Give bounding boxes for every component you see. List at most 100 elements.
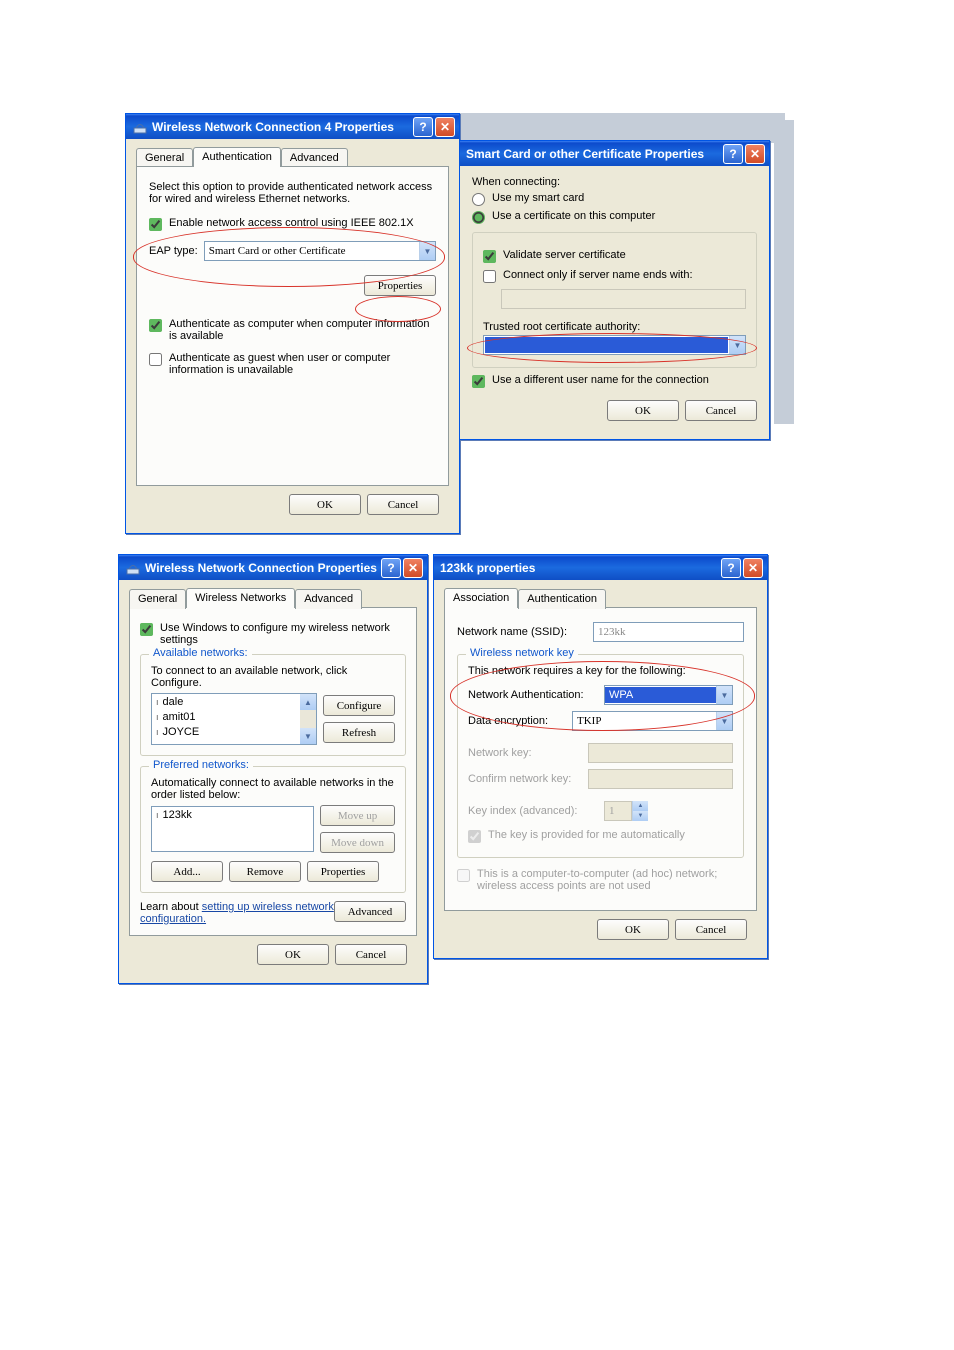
chk-auth-guest-box[interactable] [149, 353, 162, 366]
help-button[interactable]: ? [723, 144, 743, 164]
dialog-wireless-properties: Wireless Network Connection Properties ?… [118, 554, 428, 984]
cancel-button[interactable]: Cancel [335, 944, 407, 965]
list-item[interactable]: ı JOYCE [152, 724, 316, 739]
antenna-icon: ı [156, 810, 159, 820]
trusted-root-label: Trusted root certificate authority: [483, 321, 746, 333]
tab-authentication[interactable]: Authentication [518, 589, 606, 609]
chk-enable-label: Enable network access control using IEEE… [169, 217, 414, 229]
tabstrip: General Authentication Advanced [136, 147, 449, 167]
refresh-button[interactable]: Refresh [323, 722, 395, 743]
tab-advanced[interactable]: Advanced [281, 148, 348, 168]
list-item-label: dale [163, 696, 184, 708]
cancel-button[interactable]: Cancel [675, 919, 747, 940]
dialog-smartcard-cert: Smart Card or other Certificate Properti… [459, 140, 770, 440]
available-networks-list[interactable]: ıdale ıamit01 ı JOYCE ▲ ▼ [151, 693, 317, 745]
chk-auth-computer-box[interactable] [149, 319, 162, 332]
encryption-combo[interactable]: ▼ [572, 711, 733, 731]
chk-adhoc-box [457, 869, 470, 882]
screenshot-canvas: Wireless Network Connection 4 Properties… [0, 0, 954, 1350]
tab-wireless-networks[interactable]: Wireless Networks [186, 588, 295, 608]
ssid-input[interactable] [593, 622, 744, 642]
preferred-hint: Automatically connect to available netwo… [151, 777, 395, 801]
eap-type-value[interactable] [205, 245, 419, 257]
help-button[interactable]: ? [721, 558, 741, 578]
remove-button[interactable]: Remove [229, 861, 301, 882]
close-button[interactable]: ✕ [745, 144, 765, 164]
auth-combo[interactable]: WPA ▼ [604, 685, 733, 705]
antenna-icon: ı [156, 727, 159, 737]
ok-button[interactable]: OK [607, 400, 679, 421]
titlebar: 123kk properties ? ✕ [434, 555, 767, 580]
properties-button[interactable]: Properties [364, 275, 436, 296]
chk-use-windows-label: Use Windows to configure my wireless net… [160, 622, 406, 646]
chk-connect-only[interactable]: Connect only if server name ends with: [483, 269, 746, 283]
close-button[interactable]: ✕ [435, 117, 455, 137]
title-text: 123kk properties [440, 561, 535, 575]
list-item[interactable]: ıamit01 [152, 709, 316, 724]
help-button[interactable]: ? [413, 117, 433, 137]
ok-button[interactable]: OK [257, 944, 329, 965]
advanced-button[interactable]: Advanced [334, 901, 406, 922]
tab-association[interactable]: Association [444, 588, 518, 608]
trusted-root-combo[interactable]: ▼ [483, 335, 746, 355]
chk-validate-cert[interactable]: Validate server certificate [483, 249, 746, 263]
radio-smartcard-input[interactable] [472, 193, 485, 206]
ok-button[interactable]: OK [289, 494, 361, 515]
chk-auth-computer[interactable]: Authenticate as computer when computer i… [149, 318, 436, 342]
server-name-input [501, 289, 746, 309]
spinner-up-icon: ▲ [632, 801, 648, 811]
ok-button[interactable]: OK [597, 919, 669, 940]
chevron-down-icon[interactable]: ▼ [419, 242, 435, 260]
chk-different-user[interactable]: Use a different user name for the connec… [472, 374, 757, 388]
dialog-auth-properties: Wireless Network Connection 4 Properties… [125, 113, 460, 534]
tab-general[interactable]: General [136, 148, 193, 168]
encryption-value[interactable] [573, 715, 716, 727]
eap-type-combo[interactable]: ▼ [204, 241, 436, 261]
chk-different-user-box[interactable] [472, 375, 485, 388]
cancel-button[interactable]: Cancel [685, 400, 757, 421]
tab-panel: Select this option to provide authentica… [136, 166, 449, 486]
wireless-key-title: Wireless network key [466, 647, 578, 659]
tab-general[interactable]: General [129, 589, 186, 609]
chk-auth-guest[interactable]: Authenticate as guest when user or compu… [149, 352, 436, 376]
list-item[interactable]: ı123kk [152, 807, 313, 822]
scrollbar[interactable]: ▲ ▼ [300, 694, 316, 744]
chk-use-windows[interactable]: Use Windows to configure my wireless net… [140, 622, 406, 646]
list-item[interactable]: ıdale [152, 694, 316, 709]
close-button[interactable]: ✕ [743, 558, 763, 578]
chk-enable-8021x-box[interactable] [149, 218, 162, 231]
chevron-down-icon[interactable]: ▼ [716, 686, 732, 704]
help-button[interactable]: ? [381, 558, 401, 578]
list-item-label: JOYCE [163, 726, 200, 738]
radio-certificate-input[interactable] [472, 211, 485, 224]
chk-auth-guest-label: Authenticate as guest when user or compu… [169, 352, 436, 376]
dialog-network-properties: 123kk properties ? ✕ Association Authent… [433, 554, 768, 959]
chk-enable-8021x[interactable]: Enable network access control using IEEE… [149, 217, 436, 231]
add-button[interactable]: Add... [151, 861, 223, 882]
radio-smartcard[interactable]: Use my smart card [472, 192, 757, 206]
titlebar: Smart Card or other Certificate Properti… [460, 141, 769, 166]
tab-authentication[interactable]: Authentication [193, 147, 281, 167]
spinner-down-icon: ▼ [632, 811, 648, 821]
chevron-down-icon[interactable]: ▼ [716, 712, 732, 730]
chk-connect-only-box[interactable] [483, 270, 496, 283]
chevron-down-icon[interactable]: ▼ [729, 336, 745, 354]
chk-auth-computer-label: Authenticate as computer when computer i… [169, 318, 436, 342]
when-connecting-label: When connecting: [472, 176, 757, 188]
scroll-down-icon[interactable]: ▼ [300, 728, 316, 744]
chk-use-windows-box[interactable] [140, 623, 153, 636]
scroll-up-icon[interactable]: ▲ [300, 694, 316, 710]
tab-advanced[interactable]: Advanced [295, 589, 362, 609]
preferred-networks-list[interactable]: ı123kk [151, 806, 314, 852]
key-index-input [604, 801, 632, 821]
close-button[interactable]: ✕ [403, 558, 423, 578]
chk-validate-cert-box[interactable] [483, 250, 496, 263]
cancel-button[interactable]: Cancel [367, 494, 439, 515]
radio-certificate[interactable]: Use a certificate on this computer [472, 210, 757, 224]
radio-smartcard-label: Use my smart card [492, 192, 584, 204]
configure-button[interactable]: Configure [323, 695, 395, 716]
intro-text: Select this option to provide authentica… [149, 181, 436, 205]
learn-text: Learn about [140, 901, 202, 913]
auth-label: Network Authentication: [468, 689, 598, 701]
properties-button[interactable]: Properties [307, 861, 379, 882]
